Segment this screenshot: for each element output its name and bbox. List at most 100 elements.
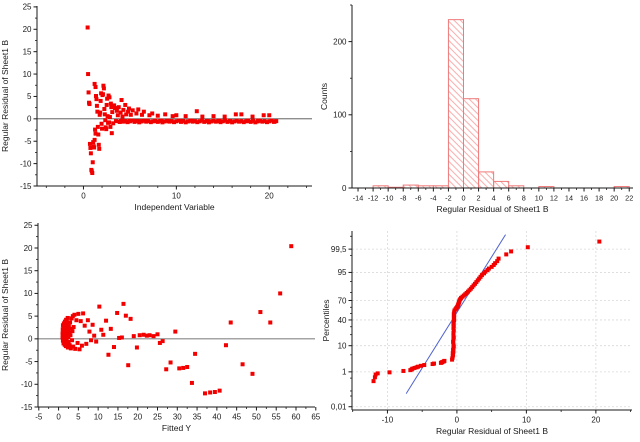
y-tick-label: 25 — [23, 3, 32, 12]
data-point — [147, 333, 152, 338]
data-point — [66, 340, 71, 345]
histogram-bars — [372, 19, 630, 189]
data-point — [91, 140, 96, 145]
y-tick-label: 95 — [338, 268, 347, 277]
x-tick-label: 10 — [522, 416, 531, 425]
x-tick-label: 18 — [595, 194, 603, 203]
data-point — [123, 119, 128, 124]
data-point — [177, 366, 182, 371]
data-point — [87, 102, 92, 107]
data-point — [220, 119, 225, 124]
data-point — [85, 318, 90, 323]
data-point — [86, 72, 91, 77]
data-point — [271, 119, 276, 124]
data-point — [102, 106, 107, 111]
data-point — [174, 113, 179, 118]
x-tick-label: 20 — [133, 413, 142, 422]
y-tick-label: -5 — [24, 137, 32, 146]
data-point — [79, 343, 84, 348]
y-tick-label: 0 — [342, 184, 347, 193]
data-point — [495, 259, 500, 264]
data-point — [96, 142, 101, 147]
data-point — [442, 358, 447, 363]
x-tick-label: 2 — [477, 194, 481, 203]
y-tick-label: 0 — [27, 115, 32, 124]
data-point — [102, 112, 107, 117]
data-point — [451, 326, 456, 331]
y-tick-label: 200 — [333, 37, 347, 46]
x-tick-label: -4 — [430, 194, 437, 203]
y-tick-label: 5 — [28, 312, 33, 321]
x-tick-label: 12 — [550, 194, 558, 203]
data-point — [132, 119, 137, 124]
data-point — [126, 363, 131, 368]
data-point — [97, 112, 102, 117]
x-tick-label: 55 — [272, 413, 281, 422]
x-axis-title: Regular Residual of Sheet1 B — [437, 204, 549, 214]
data-point — [94, 339, 99, 344]
data-point — [181, 118, 186, 123]
data-point — [100, 92, 105, 97]
x-tick-label: 45 — [232, 413, 241, 422]
data-point — [260, 119, 265, 124]
y-tick-label: -10 — [21, 380, 33, 389]
histogram-bar — [462, 98, 480, 189]
data-point — [451, 344, 456, 349]
data-point — [92, 145, 97, 150]
residual-vs-fitted-plot: -5 0 5 10 15 20 25 30 35 40 45 50 55 60 65 -15 -10 -5 0 5 10… — [0, 221, 320, 442]
y-tick-label: 10 — [24, 289, 33, 298]
data-point — [95, 109, 100, 114]
data-point — [109, 105, 114, 110]
data-point — [107, 95, 112, 100]
data-points — [371, 239, 602, 384]
data-point — [112, 103, 117, 108]
data-points — [60, 244, 294, 396]
data-point — [451, 342, 456, 347]
data-point — [173, 329, 178, 334]
data-point — [147, 113, 152, 118]
data-point — [255, 119, 260, 124]
data-point — [85, 25, 90, 30]
y-axis-title: Percentiles — [321, 299, 331, 341]
data-point — [185, 365, 190, 370]
x-tick-label: -10 — [383, 194, 394, 203]
data-point — [168, 360, 173, 365]
data-point — [98, 98, 103, 103]
data-point — [155, 332, 160, 337]
data-point — [228, 320, 233, 325]
data-point — [172, 120, 177, 125]
x-tick-label: -14 — [353, 194, 364, 203]
x-tick-label: 0 — [81, 192, 86, 201]
data-point — [151, 334, 156, 339]
data-point — [150, 111, 155, 116]
data-point — [126, 109, 131, 114]
data-point — [479, 273, 484, 278]
data-point — [174, 119, 179, 124]
data-point — [181, 365, 186, 370]
data-point — [248, 119, 253, 124]
data-point — [216, 119, 221, 124]
data-point — [246, 118, 251, 123]
data-point — [101, 86, 106, 91]
data-point — [113, 106, 118, 111]
data-point — [92, 137, 97, 142]
data-point — [268, 320, 273, 325]
data-point — [82, 323, 87, 328]
x-tick-label: 35 — [193, 413, 202, 422]
data-point — [116, 105, 121, 110]
data-point — [217, 388, 222, 393]
data-point — [251, 118, 256, 123]
data-point — [111, 121, 116, 126]
data-point — [134, 111, 139, 116]
data-point — [88, 151, 93, 156]
x-tick-label: 60 — [292, 413, 301, 422]
y-tick-label: 70 — [338, 296, 347, 305]
data-point — [451, 321, 456, 326]
residual-vs-fitted-canvas: -5 0 5 10 15 20 25 30 35 40 45 50 55 60 65 -15 -10 -5 0 5 10… — [0, 221, 320, 433]
x-tick-label: 8 — [522, 194, 526, 203]
data-point — [227, 118, 232, 123]
data-point — [489, 264, 494, 269]
data-point — [66, 328, 71, 333]
data-point — [155, 113, 160, 118]
